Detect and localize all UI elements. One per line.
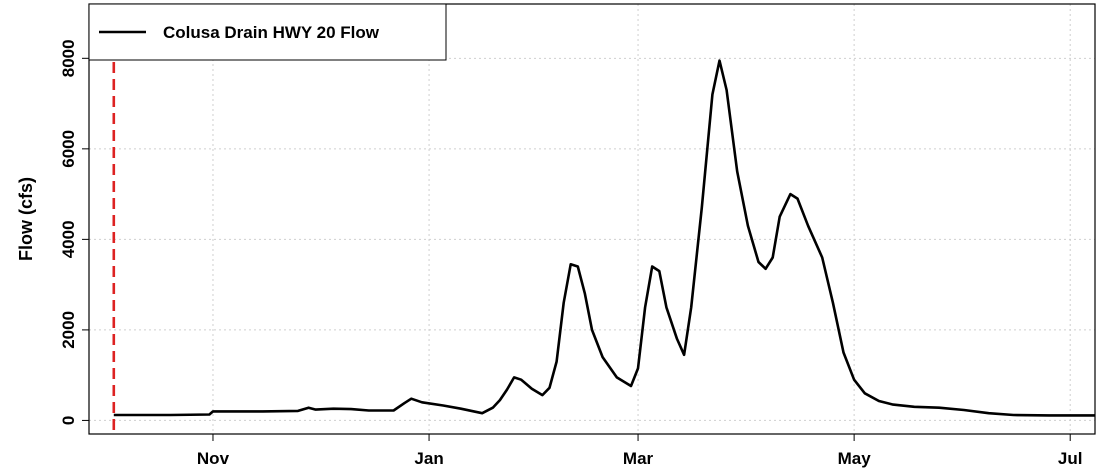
legend: Colusa Drain HWY 20 Flow (88, 3, 447, 61)
x-tick-label: May (838, 449, 872, 468)
x-tick-label: Nov (197, 449, 230, 468)
y-tick-label: 6000 (59, 130, 78, 168)
y-tick-label: 4000 (59, 220, 78, 258)
y-tick-label: 2000 (59, 311, 78, 349)
y-tick-label: 0 (59, 416, 78, 425)
x-tick-label: Jul (1058, 449, 1083, 468)
x-tick-label: Jan (414, 449, 443, 468)
plot-frame (88, 3, 1096, 435)
series-line (113, 59, 1095, 417)
x-axis: Nov Jan Mar May Jul (197, 434, 1083, 468)
grid-lines (89, 4, 1095, 434)
series-group (113, 59, 1095, 417)
legend-box (88, 3, 447, 61)
y-tick-label: 8000 (59, 39, 78, 77)
x-tick-label: Mar (623, 449, 654, 468)
y-axis: 0 2000 4000 6000 8000 (59, 39, 89, 425)
legend-entry-label: Colusa Drain HWY 20 Flow (163, 23, 380, 42)
y-axis-title: Flow (cfs) (16, 177, 36, 261)
